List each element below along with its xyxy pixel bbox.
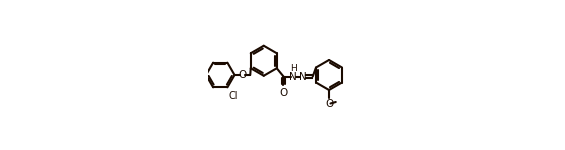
Text: H: H — [290, 64, 297, 73]
Text: O: O — [325, 99, 333, 109]
Text: O: O — [279, 88, 288, 98]
Text: N: N — [289, 72, 297, 81]
Text: Cl: Cl — [228, 91, 238, 101]
Text: O: O — [238, 70, 247, 80]
Text: N: N — [299, 72, 307, 81]
